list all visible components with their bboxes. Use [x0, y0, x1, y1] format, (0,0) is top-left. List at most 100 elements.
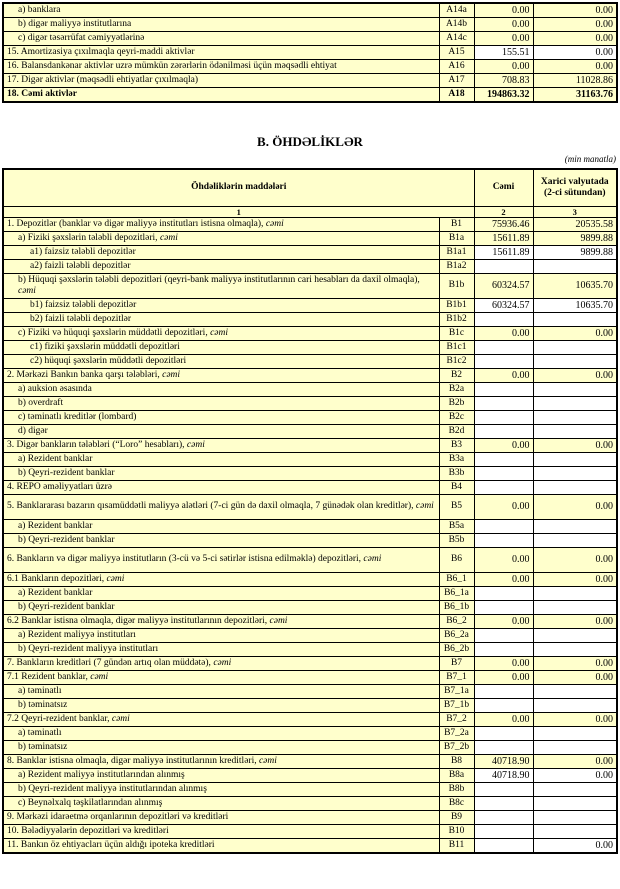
cell-foreign-currency[interactable]: 0.00 — [532, 767, 618, 783]
cell-total[interactable] — [473, 353, 534, 369]
cell-total[interactable]: 60324.57 — [473, 297, 534, 313]
cell-total[interactable] — [473, 518, 534, 534]
cell-foreign-currency[interactable] — [532, 725, 618, 741]
cell-foreign-currency[interactable]: 0.00 — [532, 837, 618, 853]
table-row: b) overdraft B2b — [2, 395, 618, 411]
cell-foreign-currency[interactable]: 9899.88 — [532, 244, 618, 260]
cell-foreign-currency[interactable] — [532, 479, 618, 495]
cell-total[interactable] — [473, 627, 534, 643]
cell-foreign-currency[interactable] — [532, 395, 618, 411]
cell-foreign-currency: 0.00 — [532, 493, 618, 520]
cell-total[interactable] — [473, 311, 534, 327]
cell-foreign-currency[interactable] — [532, 353, 618, 369]
cell-foreign-currency[interactable] — [532, 532, 618, 548]
cell-total: 0.00 — [473, 571, 534, 587]
cell-foreign-currency[interactable] — [532, 781, 618, 797]
cell-total[interactable] — [473, 381, 534, 397]
cell-total[interactable] — [473, 258, 534, 274]
cell-total[interactable] — [473, 599, 534, 615]
cell-foreign-currency[interactable]: 10635.70 — [532, 297, 618, 313]
cell-total[interactable] — [473, 423, 534, 439]
cell-foreign-currency[interactable] — [532, 697, 618, 713]
row-code: B2 — [438, 367, 475, 383]
row-code: B2b — [438, 395, 475, 411]
cell-total[interactable] — [473, 585, 534, 601]
cell-foreign-currency[interactable] — [532, 423, 618, 439]
cell-total[interactable] — [473, 479, 534, 495]
cell-total[interactable]: 15611.89 — [473, 244, 534, 260]
row-code: B3a — [438, 451, 475, 467]
row-label: b) Qeyri-rezident maliyyə institutlarınd… — [2, 781, 440, 797]
table-row: a) Fiziki şəxslərin tələbli depozitləri,… — [2, 230, 618, 246]
cell-total[interactable] — [473, 465, 534, 481]
cell-foreign-currency[interactable] — [532, 739, 618, 755]
cell-foreign-currency[interactable] — [532, 258, 618, 274]
cell-total[interactable] — [473, 409, 534, 425]
cell-total[interactable] — [473, 683, 534, 699]
cell-total[interactable] — [473, 781, 534, 797]
cell-total[interactable] — [473, 339, 534, 355]
cell-total[interactable] — [473, 809, 534, 825]
cell-total[interactable] — [473, 739, 534, 755]
cell-foreign-currency[interactable] — [532, 465, 618, 481]
table-row: 3. Digər bankların tələbləri (“Loro” hes… — [2, 437, 618, 453]
row-code: A17 — [438, 73, 475, 88]
cell-foreign-currency[interactable] — [532, 823, 618, 839]
cell-total: 708.83 — [473, 73, 534, 88]
cell-total[interactable] — [473, 641, 534, 657]
cell-total[interactable]: 155.51 — [473, 45, 534, 60]
cell-foreign-currency[interactable] — [532, 409, 618, 425]
row-label: 17. Digər aktivlər (məqsədli ehtiyatlar … — [2, 73, 440, 88]
cell-foreign-currency[interactable] — [532, 683, 618, 699]
row-label: 1. Depozitlər (banklar və digər maliyyə … — [2, 216, 440, 232]
cell-foreign-currency[interactable] — [532, 627, 618, 643]
unit-note: (min manatla) — [564, 154, 616, 164]
row-code: B2c — [438, 409, 475, 425]
cell-foreign-currency[interactable] — [532, 599, 618, 615]
row-label: a2) faizli tələbli depozitlər — [2, 258, 440, 274]
row-code: A16 — [438, 59, 475, 74]
cell-total[interactable] — [473, 795, 534, 811]
cell-total[interactable]: 40718.90 — [473, 767, 534, 783]
cell-total[interactable] — [473, 837, 534, 853]
table-row: c) Fiziki və hüquqi şəxslərin müddətli d… — [2, 325, 618, 341]
row-label: 9. Mərkəzi idarəetmə orqanlarının depozi… — [2, 809, 440, 825]
cell-foreign-currency[interactable] — [532, 809, 618, 825]
table-row: 5. Banklararası bazarın qısamüddətli mal… — [2, 493, 618, 520]
cell-foreign-currency[interactable] — [532, 451, 618, 467]
cell-foreign-currency[interactable] — [532, 795, 618, 811]
row-code: B7_2a — [438, 725, 475, 741]
row-label: b) Qeyri-rezident maliyyə institutları — [2, 641, 440, 657]
cell-total[interactable] — [473, 823, 534, 839]
cell-total[interactable] — [473, 697, 534, 713]
cell-total[interactable] — [473, 451, 534, 467]
cell-total: 0.00 — [473, 613, 534, 629]
cell-foreign-currency[interactable] — [532, 641, 618, 657]
table-row: 6.2 Banklar istisna olmaqla, digər maliy… — [2, 613, 618, 629]
table-row: b2) faizli tələbli depozitlər B1b2 — [2, 311, 618, 327]
row-label: 3. Digər bankların tələbləri (“Loro” hes… — [2, 437, 440, 453]
row-code: B9 — [438, 809, 475, 825]
cell-foreign-currency[interactable] — [532, 585, 618, 601]
column-header-foreign-text: Xarici valyutada (2-ci sütundan) — [540, 176, 609, 198]
cell-foreign-currency[interactable] — [532, 311, 618, 327]
cell-foreign-currency: 0.00 — [532, 59, 618, 74]
row-code: B1c2 — [438, 353, 475, 369]
cell-foreign-currency[interactable] — [532, 381, 618, 397]
cell-foreign-currency[interactable] — [532, 339, 618, 355]
row-label: c) digər təsərrüfat cəmiyyətlərinə — [2, 31, 440, 46]
cell-foreign-currency[interactable] — [532, 518, 618, 534]
table-row: 8. Banklar istisna olmaqla, digər maliyy… — [2, 753, 618, 769]
cell-total[interactable] — [473, 395, 534, 411]
column-number-1: 1 — [2, 205, 475, 218]
row-label: b) Hüquqi şəxslərin tələbli depozitləri … — [2, 272, 440, 299]
cell-foreign-currency[interactable]: 0.00 — [532, 45, 618, 60]
cell-total[interactable] — [473, 532, 534, 548]
cell-total: 0.00 — [473, 2, 534, 18]
table-row: c2) hüquqi şəxslərin müddətli depozitlər… — [2, 353, 618, 369]
cell-total[interactable] — [473, 725, 534, 741]
table-row: b) təminatsız B7_1b — [2, 697, 618, 713]
cell-foreign-currency: 0.00 — [532, 546, 618, 573]
row-code: B6_2b — [438, 641, 475, 657]
row-code: B6_1b — [438, 599, 475, 615]
